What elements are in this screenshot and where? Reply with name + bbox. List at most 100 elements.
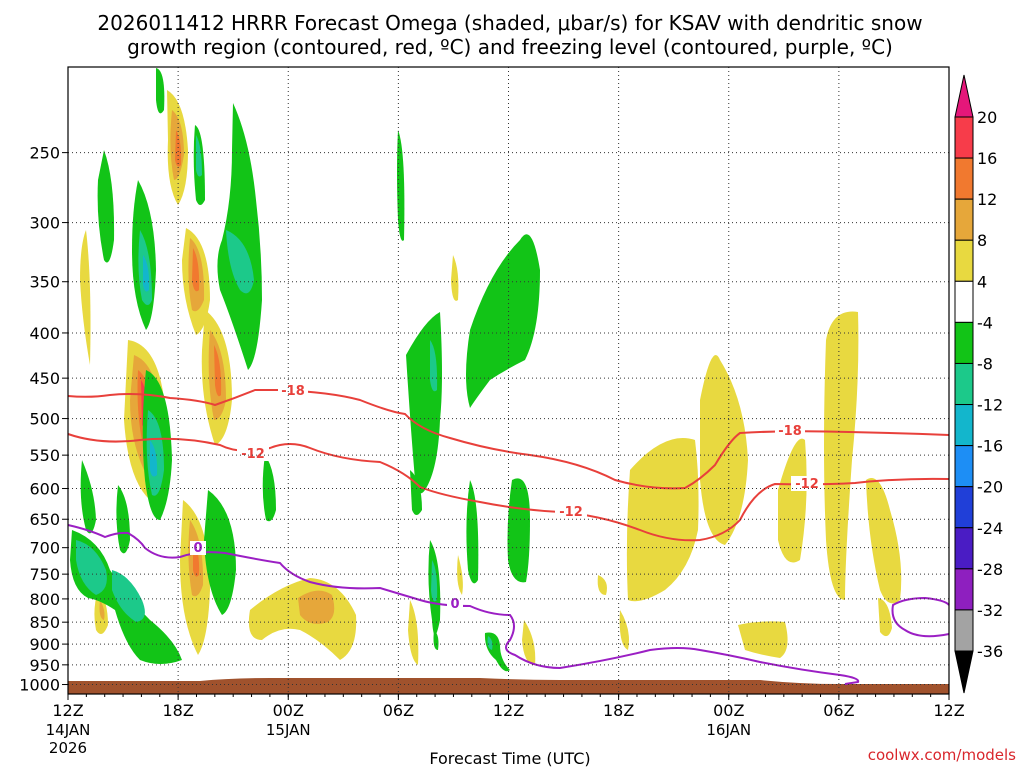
colorbar-level-label: 4 bbox=[977, 272, 987, 291]
colorbar-level-label: -36 bbox=[977, 642, 1003, 661]
colorbar-swatch bbox=[954, 116, 974, 159]
y-tick-label: 250 bbox=[29, 144, 60, 163]
colorbar-swatch bbox=[954, 198, 974, 241]
colorbar-swatch bbox=[954, 527, 974, 570]
y-tick-label: 600 bbox=[29, 480, 60, 499]
omega-area-yellow bbox=[866, 478, 902, 604]
colorbar-level-label: 16 bbox=[977, 149, 997, 168]
chart-title-line2: growth region (contoured, red, ºC) and f… bbox=[127, 35, 893, 59]
contour-label-bg bbox=[791, 476, 823, 491]
plot-frame bbox=[67, 66, 950, 695]
contour-label-bg bbox=[447, 597, 463, 611]
omega-area-green bbox=[466, 480, 479, 584]
colorbar-swatch bbox=[954, 157, 974, 200]
colorbar-level-label: -32 bbox=[977, 601, 1003, 620]
omega-area-green bbox=[97, 150, 115, 263]
dgz-contours bbox=[67, 389, 950, 542]
omega-area-cyan bbox=[150, 440, 158, 477]
omega-area-teal bbox=[196, 135, 202, 177]
y-tick-label: 400 bbox=[29, 324, 60, 343]
colorbar-swatch bbox=[954, 362, 974, 406]
colorbar-level-label: -8 bbox=[977, 354, 993, 373]
x-tick-date-label: 14JAN bbox=[46, 721, 91, 739]
contour-minus12 bbox=[67, 433, 950, 542]
omega-area-yellow bbox=[80, 230, 91, 365]
colorbar-swatch bbox=[954, 404, 974, 447]
colorbar-swatch bbox=[954, 568, 974, 611]
colorbar-level-label: -12 bbox=[977, 396, 1003, 415]
contour-label-bg bbox=[278, 383, 308, 398]
omega-area-teal bbox=[487, 636, 493, 650]
colorbar-swatch bbox=[954, 445, 974, 488]
colorbar-swatch bbox=[954, 239, 974, 282]
y-tick-label: 450 bbox=[29, 369, 60, 388]
y-axis: 250 300 350 400 450 500 550 600 650 700 750 800 850 9… bbox=[19, 144, 68, 695]
x-tick-date-label: 15JAN bbox=[266, 721, 311, 739]
contour-label: -12 bbox=[795, 477, 819, 492]
y-tick-label: 800 bbox=[29, 590, 60, 609]
x-tick-label: 12Z bbox=[52, 701, 83, 720]
omega-area-yellow bbox=[408, 600, 419, 665]
y-tick-label: 1000 bbox=[19, 676, 60, 695]
contour-label-bg bbox=[237, 446, 269, 461]
omega-area-green bbox=[80, 460, 96, 534]
omega-area-green bbox=[466, 234, 540, 408]
omega-area-green bbox=[433, 630, 439, 650]
colorbar-level-label: 12 bbox=[977, 190, 997, 209]
omega-area-yellow bbox=[522, 620, 536, 665]
contour-label-bg bbox=[190, 541, 206, 555]
y-tick-label: 950 bbox=[29, 656, 60, 675]
colorbar-swatch bbox=[954, 321, 974, 364]
omega-area-green bbox=[262, 455, 276, 522]
colorbar-level-label: -24 bbox=[977, 519, 1003, 538]
omega-area-teal bbox=[76, 540, 107, 595]
omega-area-yellow bbox=[626, 438, 699, 602]
x-axis-label: Forecast Time (UTC) bbox=[429, 749, 590, 768]
contour-label-bg bbox=[555, 504, 587, 519]
omega-area-green bbox=[116, 485, 130, 554]
omega-area-green bbox=[217, 103, 262, 370]
y-tick-label: 650 bbox=[29, 510, 60, 529]
x-tick-label: 12Z bbox=[933, 701, 964, 720]
contour-label: -18 bbox=[281, 384, 305, 399]
omega-area-green bbox=[397, 130, 405, 241]
omega-area-orange bbox=[99, 600, 105, 620]
omega-area-green bbox=[156, 68, 165, 114]
x-tick-label: 00Z bbox=[713, 701, 744, 720]
omega-area-red bbox=[214, 345, 222, 397]
omega-area-yellow bbox=[878, 598, 892, 637]
y-tick-label: 350 bbox=[29, 273, 60, 292]
y-tick-label: 750 bbox=[29, 565, 60, 584]
colorbar-level-label: -4 bbox=[977, 313, 993, 332]
omega-area-yellow bbox=[457, 555, 463, 595]
y-tick-label: 850 bbox=[29, 613, 60, 632]
contour-minus18 bbox=[67, 389, 950, 490]
omega-area-orange bbox=[298, 590, 335, 624]
omega-area-green bbox=[507, 478, 530, 583]
x-tick-label: 18Z bbox=[162, 701, 193, 720]
contour-label: -12 bbox=[559, 505, 583, 520]
colorbar-level-label: -20 bbox=[977, 478, 1003, 497]
colorbar-level-label: -28 bbox=[977, 560, 1003, 579]
omega-area-teal bbox=[112, 570, 145, 622]
contour-label: 0 bbox=[450, 597, 459, 612]
x-tick-label: 06Z bbox=[823, 701, 854, 720]
omega-area-yellow bbox=[597, 575, 607, 595]
omega-area-teal bbox=[430, 340, 438, 392]
y-tick-label: 700 bbox=[29, 539, 60, 558]
x-tick-label: 06Z bbox=[383, 701, 414, 720]
omega-area-yellow bbox=[778, 438, 807, 563]
omega-area-red bbox=[192, 248, 200, 292]
colorbar: 20 16 12 8 4 -4 -8 -12 -16 -20 -24 -28 -32 -36 bbox=[954, 74, 1003, 694]
omega-area-red bbox=[175, 130, 182, 167]
omega-area-cyan bbox=[143, 255, 150, 292]
omega-area-teal bbox=[431, 560, 438, 602]
credit-text: coolwx.com/models bbox=[868, 746, 1016, 764]
chart-title-line1: 2026011412 HRRR Forecast Omega (shaded, … bbox=[97, 11, 922, 35]
omega-area-teal bbox=[226, 230, 254, 294]
contour-label: -18 bbox=[778, 424, 802, 439]
omega-area-yellow bbox=[738, 621, 788, 658]
x-tick-date-label: 16JAN bbox=[706, 721, 751, 739]
x-tick-year-label: 2026 bbox=[49, 739, 87, 757]
